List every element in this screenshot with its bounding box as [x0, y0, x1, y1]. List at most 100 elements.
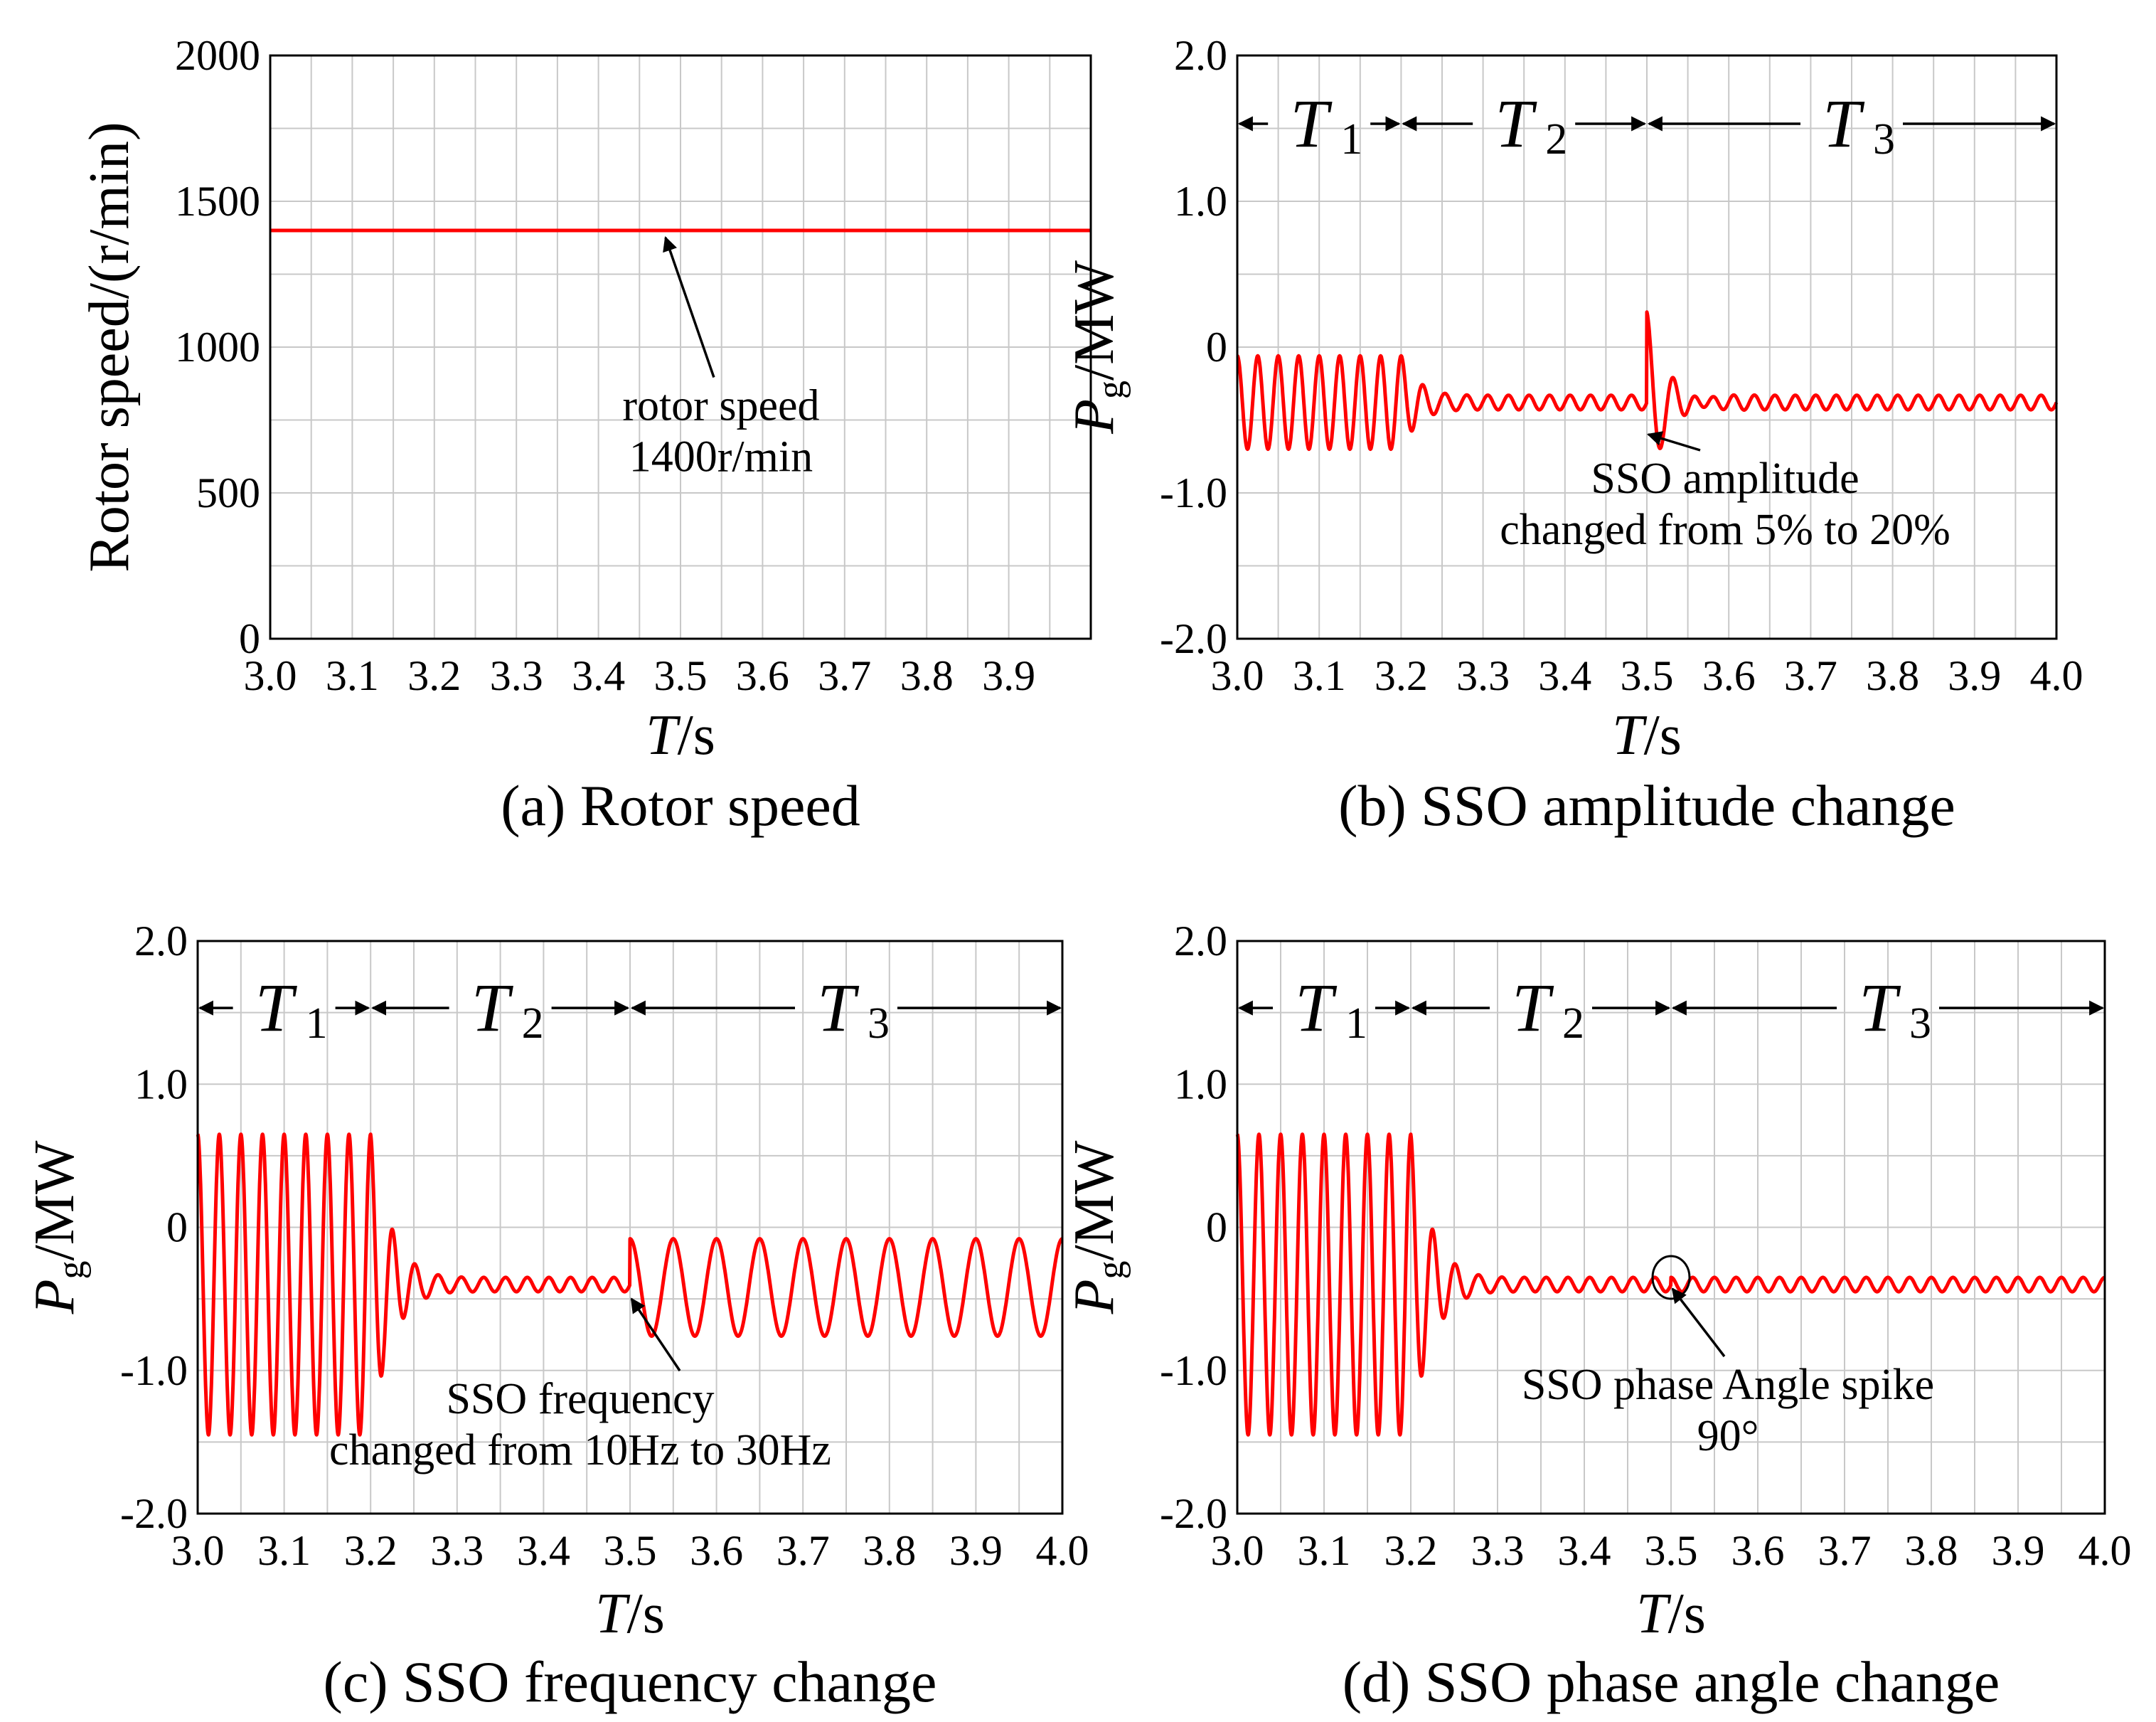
x-tick-label: 3.4 — [517, 1527, 570, 1574]
series-d-Pg — [1235, 1132, 2106, 1437]
y-tick-label: 2.0 — [134, 918, 188, 964]
y-tick-label: 2000 — [175, 32, 260, 79]
x-tick-label: 3.6 — [690, 1527, 743, 1574]
x-axis-label-c: T/s — [595, 1583, 665, 1645]
segment-subscript: 2 — [522, 999, 544, 1048]
segment-label: T — [255, 969, 298, 1046]
x-axis-label-a: T/s — [646, 704, 715, 767]
segment-subscript: 3 — [1909, 999, 1931, 1048]
segment-label: T — [1295, 969, 1338, 1046]
x-tick-label: 3.6 — [1702, 652, 1756, 699]
y-axis-label-a: Rotor speed/(r/min) — [78, 122, 141, 572]
caption-a: (a) Rotor speed — [501, 773, 860, 838]
x-tick-label: 4.0 — [2078, 1527, 2132, 1574]
y-tick-label: -2.0 — [120, 1490, 188, 1537]
segment-subscript: 3 — [1873, 115, 1895, 164]
y-tick-label: -2.0 — [1160, 615, 1227, 662]
segment-subscript: 3 — [868, 999, 890, 1048]
x-tick-label: 3.5 — [1621, 652, 1674, 699]
annotation-text: 90° — [1697, 1412, 1759, 1460]
y-tick-label: 0 — [166, 1204, 188, 1251]
segment-subscript: 1 — [306, 999, 328, 1048]
plot-frame-d — [1236, 940, 2106, 1515]
annotation-text: SSO phase Angle spike — [1522, 1361, 1934, 1409]
x-tick-label: 3.9 — [1948, 652, 2001, 699]
x-tick-label: 3.4 — [572, 652, 625, 699]
segment-subscript: 1 — [1340, 115, 1362, 164]
segment-subscript: 2 — [1545, 115, 1567, 164]
y-tick-label: 1500 — [175, 178, 260, 225]
grid-b — [1237, 55, 2056, 639]
x-tick-label: 3.5 — [604, 1527, 657, 1574]
x-tick-label: 3.1 — [257, 1527, 311, 1574]
y-tick-label: 1000 — [175, 324, 260, 371]
y-tick-label: -1.0 — [120, 1347, 188, 1394]
x-tick-label: 3.2 — [1375, 652, 1428, 699]
x-tick-label: 3.3 — [430, 1527, 484, 1574]
caption-b: (b) SSO amplitude change — [1338, 773, 1955, 838]
x-tick-label: 3.5 — [1645, 1527, 1698, 1574]
grid-c — [198, 941, 1062, 1514]
x-tick-label: 3.7 — [777, 1527, 830, 1574]
annotation-arrow — [663, 236, 715, 378]
x-tick-label: 3.3 — [1456, 652, 1510, 699]
x-tick-label: 3.0 — [244, 652, 297, 699]
x-tick-label: 3.7 — [1818, 1527, 1872, 1574]
x-tick-label: 3.7 — [1784, 652, 1837, 699]
x-tick-label: 4.0 — [2030, 652, 2083, 699]
caption-c: (c) SSO frequency change — [324, 1649, 937, 1714]
highlight-circle — [1651, 1255, 1691, 1300]
x-tick-label: 4.0 — [1036, 1527, 1089, 1574]
y-tick-label: 1.0 — [134, 1061, 188, 1107]
annotation-text: SSO amplitude — [1591, 455, 1859, 503]
segment-label: T — [471, 969, 514, 1046]
y-tick-label: -2.0 — [1160, 1490, 1227, 1537]
x-tick-label: 3.1 — [1293, 652, 1346, 699]
x-tick-label: 3.8 — [1866, 652, 1919, 699]
y-axis-label-d: Pg/MW — [1063, 1140, 1131, 1314]
y-tick-label: -1.0 — [1160, 469, 1227, 516]
x-tick-label: 3.1 — [1298, 1527, 1351, 1574]
segment-label: T — [1495, 85, 1538, 161]
x-tick-label: 3.3 — [1471, 1527, 1525, 1574]
x-tick-label: 3.2 — [407, 652, 461, 699]
panel-b: -2.0 -1.0 0 1.0 2.0 3.0 3.1 3.2 3.3 3.4 3.5 3.6 3.7 3… — [1063, 32, 2083, 838]
x-tick-label: 3.5 — [654, 652, 708, 699]
segment-subscript: 1 — [1345, 999, 1367, 1048]
annotation-text: rotor speed — [622, 382, 819, 430]
annotation-arrow — [1646, 431, 1701, 452]
x-tick-label: 3.7 — [818, 652, 871, 699]
x-tick-label: 3.2 — [1384, 1527, 1438, 1574]
x-tick-label: 3.8 — [863, 1527, 916, 1574]
y-tick-label: 500 — [196, 469, 260, 516]
plot-frame-b — [1236, 54, 2058, 640]
y-tick-label: 1.0 — [1174, 178, 1227, 225]
x-axis-label-b: T/s — [1612, 704, 1682, 767]
x-tick-label: 3.4 — [1538, 652, 1591, 699]
x-tick-label: 3.4 — [1558, 1527, 1611, 1574]
y-tick-label: 0 — [239, 615, 260, 662]
series-c-Pg — [196, 1132, 1064, 1437]
x-tick-label: 3.0 — [1211, 652, 1264, 699]
x-tick-label: 3.9 — [949, 1527, 1003, 1574]
segment-subscript: 2 — [1562, 999, 1584, 1048]
annotation-text: changed from 10Hz to 30Hz — [329, 1426, 831, 1474]
plot-frame-c — [196, 940, 1064, 1515]
x-tick-label: 3.9 — [982, 652, 1035, 699]
annotation-arrow — [1671, 1287, 1726, 1358]
x-tick-label: 3.0 — [171, 1527, 225, 1574]
x-tick-label: 3.6 — [736, 652, 789, 699]
y-tick-label: 2.0 — [1174, 918, 1227, 964]
